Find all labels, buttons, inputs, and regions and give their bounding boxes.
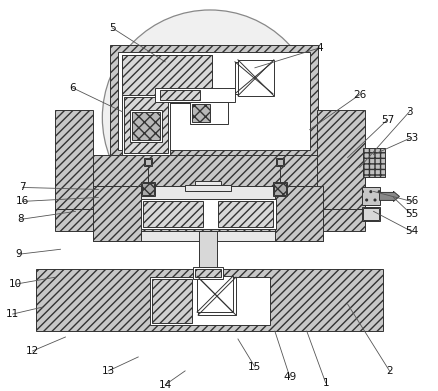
Bar: [275, 187, 323, 241]
Text: 2: 2: [386, 366, 393, 376]
Text: 7: 7: [19, 183, 26, 192]
Bar: [277, 158, 283, 165]
FancyArrow shape: [379, 192, 399, 201]
Bar: [274, 183, 286, 196]
Text: 54: 54: [405, 226, 418, 236]
Bar: [56, 154, 364, 187]
Bar: [93, 187, 141, 241]
Bar: [197, 276, 233, 312]
Bar: [195, 181, 221, 192]
Text: 56: 56: [405, 196, 418, 206]
Bar: [145, 158, 151, 165]
Text: 55: 55: [405, 209, 418, 219]
Bar: [273, 183, 287, 196]
Bar: [93, 187, 323, 241]
Bar: [56, 210, 364, 231]
Bar: [122, 55, 212, 103]
Bar: [235, 62, 273, 94]
Text: 13: 13: [102, 366, 115, 376]
Bar: [110, 45, 318, 156]
Text: 9: 9: [15, 249, 22, 259]
Text: 3: 3: [406, 107, 413, 117]
Text: 16: 16: [16, 196, 29, 206]
Text: 1: 1: [322, 378, 329, 388]
Bar: [198, 277, 236, 315]
Bar: [317, 110, 364, 210]
Bar: [199, 231, 217, 271]
Bar: [124, 97, 168, 152]
Bar: [122, 95, 170, 154]
Bar: [141, 199, 276, 230]
Bar: [276, 158, 284, 165]
Text: 57: 57: [381, 115, 394, 125]
Bar: [152, 279, 192, 323]
Bar: [132, 112, 160, 140]
Text: 14: 14: [159, 380, 172, 390]
Bar: [122, 55, 212, 103]
Bar: [150, 277, 270, 325]
Text: 11: 11: [6, 309, 19, 319]
Circle shape: [102, 10, 318, 225]
Text: 53: 53: [405, 133, 418, 143]
Text: 5: 5: [109, 23, 116, 33]
Text: 10: 10: [9, 279, 22, 289]
Text: 8: 8: [17, 214, 24, 224]
Bar: [35, 269, 382, 331]
Bar: [190, 102, 228, 124]
Bar: [144, 158, 152, 165]
Bar: [362, 207, 379, 221]
Bar: [118, 52, 310, 150]
Bar: [362, 187, 379, 205]
Bar: [218, 201, 273, 227]
Bar: [155, 88, 235, 102]
Text: 4: 4: [316, 43, 323, 53]
Bar: [363, 208, 378, 221]
Text: 49: 49: [283, 372, 297, 382]
Bar: [192, 104, 210, 122]
Bar: [143, 201, 203, 227]
Bar: [160, 90, 200, 100]
Bar: [56, 110, 93, 210]
Bar: [193, 267, 223, 279]
Bar: [142, 183, 154, 196]
Text: 6: 6: [69, 83, 76, 93]
Bar: [141, 183, 155, 196]
Bar: [363, 147, 385, 178]
Text: 26: 26: [353, 90, 366, 100]
Text: 15: 15: [248, 362, 261, 372]
Bar: [238, 60, 274, 96]
Bar: [130, 110, 162, 142]
Bar: [185, 185, 231, 192]
Bar: [195, 269, 221, 277]
Text: 12: 12: [26, 346, 39, 356]
Bar: [141, 199, 276, 230]
